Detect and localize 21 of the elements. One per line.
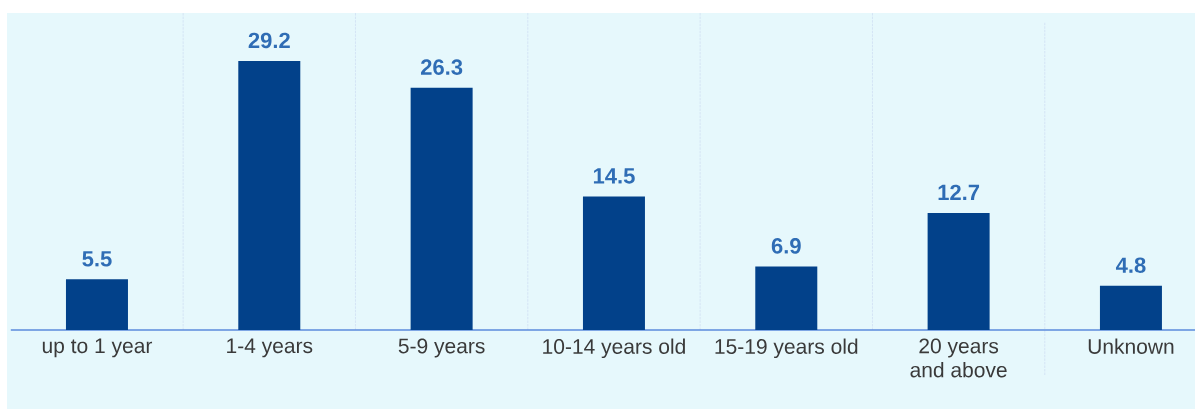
data-label: 29.2	[248, 32, 290, 49]
bar	[927, 213, 990, 330]
x-tick-label: 10-14 years old	[543, 338, 685, 359]
bar	[582, 196, 645, 330]
data-label: 12.7	[938, 184, 980, 200]
x-tick-label: Unknown	[1088, 338, 1174, 354]
x-tick-label: 1-4 years	[227, 338, 313, 358]
data-label: 14.5	[593, 168, 635, 184]
data-label: 4.8	[1115, 257, 1146, 273]
bar	[65, 279, 128, 330]
data-label: 6.9	[771, 238, 801, 254]
bar	[1099, 285, 1162, 330]
bar	[238, 61, 301, 330]
data-label: 26.3	[420, 59, 463, 75]
bar	[410, 87, 473, 330]
x-tick-label: 5-9 years	[398, 338, 485, 358]
x-tick-label: 20 years and above	[910, 338, 1007, 378]
data-label: 5.5	[82, 251, 112, 267]
x-tick-label: 15-19 years old	[715, 338, 858, 359]
bar	[755, 266, 818, 330]
x-tick-label: up to 1 year	[42, 338, 153, 358]
